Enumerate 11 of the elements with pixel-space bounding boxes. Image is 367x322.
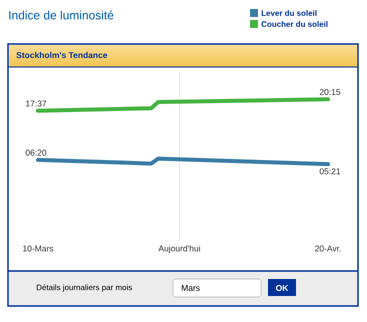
data-label: 20:15: [320, 89, 340, 96]
x-tick-label: 20-Avr.: [315, 246, 341, 252]
x-tick-label: 10-Mars: [23, 246, 54, 252]
data-label: 06:20: [26, 150, 46, 156]
chart-title: Indice de luminosité: [9, 10, 114, 20]
text: Mars: [182, 285, 200, 291]
data-label: 05:21: [320, 168, 340, 174]
chart-subtitle: Stockholm's Tendance: [16, 52, 108, 58]
text: OK: [276, 285, 288, 291]
ref-line-label: Aujourd'hui: [158, 245, 200, 254]
data-label: 17:37: [26, 100, 46, 107]
